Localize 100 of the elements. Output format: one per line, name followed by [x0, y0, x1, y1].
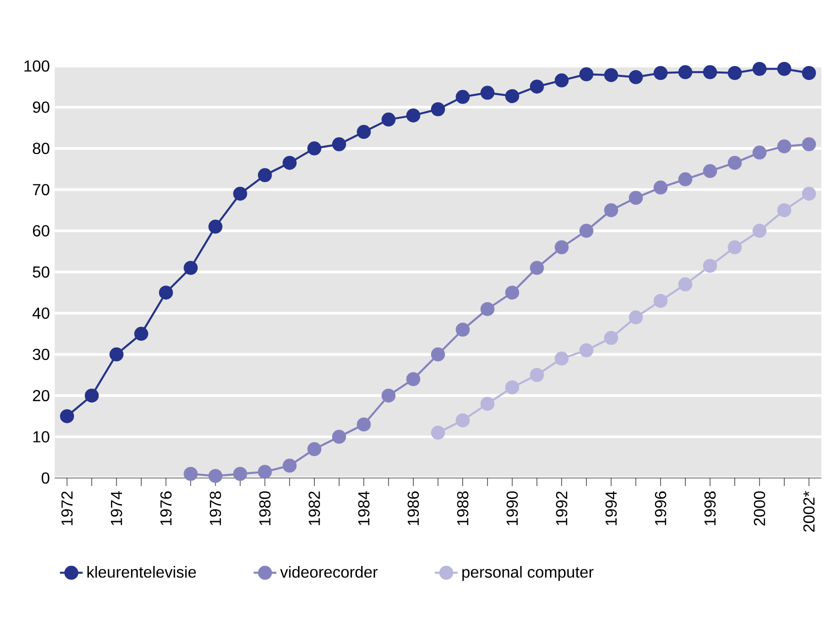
point [431, 102, 445, 116]
point [777, 62, 792, 76]
point [307, 141, 322, 156]
point [332, 430, 346, 444]
y-tick-label: 100 [24, 60, 50, 72]
point [158, 286, 173, 300]
point [728, 156, 742, 170]
point [703, 65, 718, 80]
point [554, 73, 569, 88]
point [678, 172, 692, 186]
point [382, 388, 396, 403]
y-tick-label: 10 [33, 431, 50, 442]
point [654, 180, 668, 195]
point [802, 137, 816, 152]
point [356, 417, 371, 432]
point [456, 413, 470, 428]
y-tick-label: 20 [32, 390, 50, 402]
point [604, 203, 618, 218]
point [258, 464, 272, 479]
point [480, 86, 494, 100]
y-tick-label: 80 [32, 142, 50, 154]
point [654, 294, 668, 308]
point [728, 240, 742, 254]
point [554, 240, 569, 254]
point [282, 156, 297, 170]
point [356, 124, 371, 139]
point [505, 380, 520, 394]
y-tick-label: 30 [32, 348, 50, 360]
point [628, 190, 643, 205]
point [654, 66, 668, 80]
point [307, 442, 322, 456]
point [134, 326, 148, 341]
x-tick-label: 1984 [358, 491, 370, 526]
point [530, 80, 544, 94]
point [628, 310, 643, 324]
legend-label: kleurentelevisie [87, 566, 196, 578]
y-tick-label: 70 [32, 184, 50, 196]
point [406, 108, 420, 122]
x-tick-label: 1998 [704, 491, 716, 526]
point [579, 343, 594, 358]
legend-label: personal computer [462, 566, 594, 581]
point [530, 260, 544, 275]
point [777, 139, 792, 154]
y-tick-label: 40 [32, 308, 50, 319]
point [752, 146, 767, 160]
y-tick-label: 60 [32, 225, 50, 236]
point [110, 347, 124, 362]
x-tick-label: 1990 [506, 491, 518, 526]
point [184, 260, 198, 275]
point [579, 224, 594, 238]
point [184, 466, 198, 481]
x-tick-label: 1996 [654, 491, 666, 526]
point [382, 112, 396, 127]
point [678, 277, 692, 292]
point [431, 426, 445, 440]
point [678, 65, 692, 80]
point [456, 90, 470, 104]
point [802, 66, 816, 80]
x-tick-label: 2002* [803, 490, 815, 532]
y-tick-label: 90 [32, 102, 50, 113]
point [233, 466, 248, 481]
x-tick-label: 1982 [308, 492, 320, 526]
point [456, 322, 470, 337]
point [84, 388, 99, 403]
y-tick-label: 50 [32, 266, 50, 278]
x-tick-label: 1972 [61, 492, 73, 526]
point [282, 458, 297, 473]
x-tick-label: 1994 [605, 491, 617, 526]
x-tick-label: 1992 [556, 492, 568, 526]
point [604, 68, 618, 82]
point [703, 258, 718, 273]
point [752, 224, 767, 238]
point [554, 352, 569, 366]
x-tick-label: 1988 [457, 491, 468, 526]
point [777, 203, 792, 218]
point [703, 164, 718, 178]
point [480, 396, 494, 411]
point [604, 330, 618, 345]
point [728, 66, 742, 80]
point [579, 67, 594, 82]
point [258, 168, 272, 182]
y-tick-label: 0 [42, 472, 50, 484]
point [208, 220, 222, 234]
point [208, 468, 222, 483]
point [505, 286, 520, 300]
x-tick-label: 1980 [259, 491, 271, 526]
x-tick-label: 1976 [160, 491, 172, 526]
x-tick-label: 1978 [210, 491, 222, 526]
point [431, 347, 445, 362]
point [406, 372, 420, 386]
point [505, 89, 520, 104]
point [233, 186, 248, 201]
legend-label: videorecorder [280, 566, 378, 578]
point [752, 62, 767, 76]
point [530, 368, 544, 382]
x-tick-label: 1974 [110, 491, 122, 526]
point [60, 409, 74, 424]
x-tick-label: 2000 [754, 491, 766, 526]
point [480, 302, 494, 316]
point [802, 186, 816, 201]
